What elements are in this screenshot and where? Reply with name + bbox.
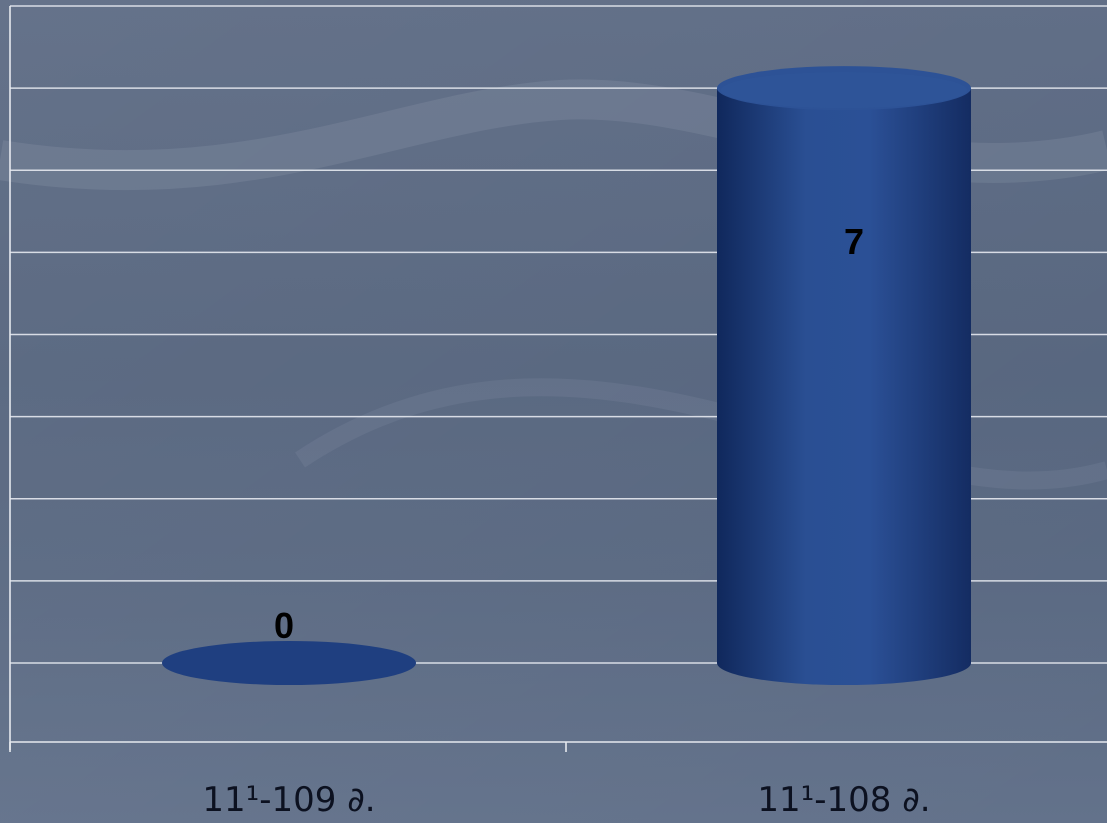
bar-2	[717, 66, 971, 685]
data-label-1: 0	[274, 605, 294, 646]
x-tick-label-1: 11¹-109 ∂.	[202, 780, 376, 820]
bars	[162, 66, 971, 685]
bar-flat	[162, 641, 416, 685]
data-labels: 07	[274, 221, 864, 646]
bar-1	[162, 641, 416, 685]
bar-top-shade	[721, 72, 967, 109]
x-tick-label-2: 11¹-108 ∂.	[757, 780, 931, 820]
data-label-2: 7	[844, 221, 864, 262]
bar-body	[717, 88, 971, 685]
axes	[9, 6, 1107, 752]
